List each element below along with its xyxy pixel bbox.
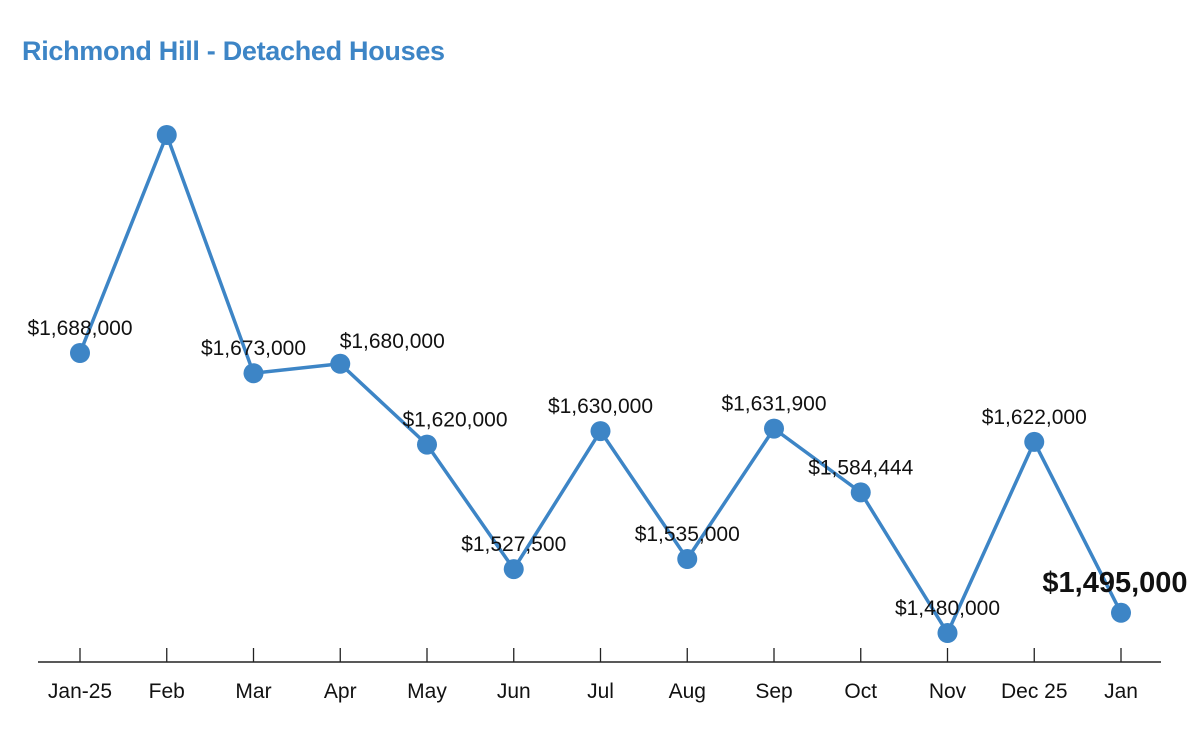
x-tick-label: Apr (324, 680, 357, 703)
x-tick-label: Jan-25 (48, 680, 112, 703)
data-point (850, 482, 871, 503)
data-point (330, 353, 351, 374)
x-tick-label: Dec 25 (1001, 680, 1068, 703)
data-label: $1,673,000 (201, 337, 306, 360)
x-tick-label: Aug (669, 680, 706, 703)
data-label: $1,688,000 (27, 317, 132, 340)
chart-title: Richmond Hill - Detached Houses (22, 36, 445, 66)
x-axis-ticks (79, 648, 1122, 662)
x-tick-label: Nov (929, 680, 967, 703)
x-tick-label: Sep (755, 680, 792, 703)
data-point (764, 418, 784, 439)
data-label: $1,680,000 (340, 330, 445, 353)
x-tick-label: Jul (587, 680, 614, 703)
data-point (243, 363, 264, 384)
data-point (417, 434, 437, 455)
x-tick-label: Mar (235, 680, 271, 703)
data-point (590, 421, 611, 442)
series-line (78, 133, 1123, 635)
x-tick-label: Jun (497, 680, 531, 703)
x-tick-label: Jan (1104, 680, 1138, 703)
data-label: $1,535,000 (635, 523, 740, 546)
data-point (937, 623, 958, 643)
data-label: $1,622,000 (982, 406, 1087, 429)
data-point (677, 549, 698, 569)
data-point (503, 559, 524, 580)
data-label: $1,584,444 (808, 456, 913, 479)
data-label: $1,631,900 (721, 393, 826, 416)
data-labels: $1,688,000 $1,673,000 $1,680,000 $1,620,000… (27, 317, 1187, 620)
data-label: $1,620,000 (402, 409, 507, 432)
data-label: $1,480,000 (895, 597, 1000, 620)
x-tick-label: Feb (149, 680, 185, 703)
x-tick-label: Oct (844, 680, 877, 703)
data-point (70, 343, 90, 363)
x-axis-tick-labels: Jan-25 Feb Mar Apr May Jun Jul Aug Sep Oct Nov Dec … (48, 680, 1138, 703)
x-tick-label: May (407, 680, 447, 703)
data-point (156, 125, 177, 145)
data-label: $1,630,000 (548, 395, 653, 418)
data-point (1111, 602, 1131, 623)
data-point (1024, 431, 1045, 452)
data-label-highlight: $1,495,000 (1042, 567, 1187, 599)
data-label: $1,527,500 (461, 533, 566, 556)
data-points (70, 125, 1131, 643)
